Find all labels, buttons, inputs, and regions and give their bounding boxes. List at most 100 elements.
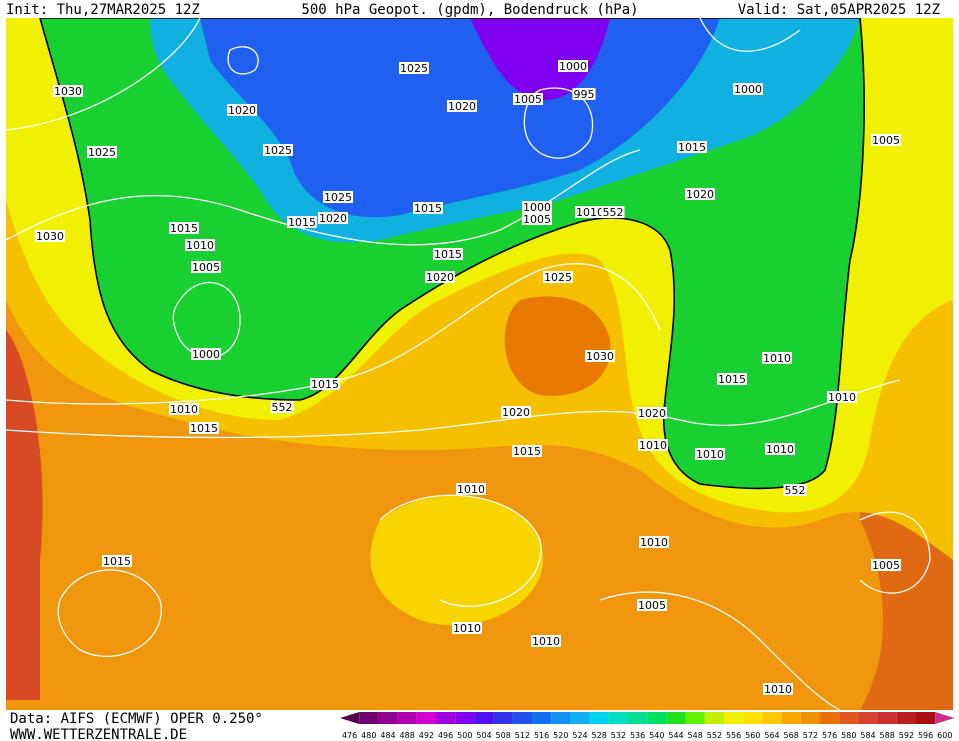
contour-label-bg xyxy=(318,212,348,224)
contour-label-bg xyxy=(447,100,477,112)
colorbar-label: 520 xyxy=(553,731,568,740)
colorbar-label: 572 xyxy=(803,731,818,740)
contour-label: 1020 xyxy=(319,212,347,225)
contour-label: 995 xyxy=(574,88,595,101)
contour-label: 1005 xyxy=(872,559,900,572)
colorbar-label: 552 xyxy=(707,731,722,740)
contour-label-bg xyxy=(558,60,588,72)
colorbar-label: 580 xyxy=(841,731,856,740)
contour-labels: 1030 1025 1020 1025 1025 1020 1000 1005 995 1000 1… xyxy=(35,60,901,696)
contour-label-bg xyxy=(572,88,596,100)
contour-label-bg xyxy=(399,62,429,74)
contour-label: 1000 xyxy=(734,83,762,96)
colorbar-swatch xyxy=(685,712,705,724)
contour-label-bg xyxy=(425,271,455,283)
contour-label-bg xyxy=(531,635,561,647)
contour-label: 1010 xyxy=(453,622,481,635)
contour-label: 1010 xyxy=(764,683,792,696)
field-warm xyxy=(504,296,611,396)
isobar xyxy=(699,17,801,52)
isobar xyxy=(57,569,162,657)
contour-label: 1020 xyxy=(638,407,666,420)
contour-label: 1025 xyxy=(400,62,428,75)
colorbar-label: 584 xyxy=(860,731,875,740)
colorbar-label: 532 xyxy=(611,731,626,740)
contour-label: 1000 xyxy=(523,201,551,214)
colorbar-swatch xyxy=(628,712,648,724)
contour-label-bg xyxy=(677,141,707,153)
contour-label-bg xyxy=(287,216,317,228)
field-yellow xyxy=(370,495,544,626)
isobar xyxy=(5,263,661,405)
contour-label: 1015 xyxy=(170,222,198,235)
map-field xyxy=(5,17,953,711)
colorbar-swatch xyxy=(820,712,840,724)
contour-label: 1030 xyxy=(586,350,614,363)
colorbar-label: 480 xyxy=(361,731,376,740)
contour-label-bg xyxy=(191,348,221,360)
colorbar-label: 536 xyxy=(630,731,645,740)
contour-label-bg xyxy=(185,239,215,251)
colorbar-swatch xyxy=(743,712,763,724)
contour-label: 1020 xyxy=(686,188,714,201)
contour-label-bg xyxy=(189,422,219,434)
contour-label-bg xyxy=(191,261,221,273)
colorbar-swatch xyxy=(608,712,628,724)
isobar xyxy=(379,494,542,607)
contour-label: 1015 xyxy=(678,141,706,154)
contour-label-bg xyxy=(543,271,573,283)
contour-label-bg xyxy=(522,213,552,225)
colorbar-label: 588 xyxy=(880,731,895,740)
valid-time: Valid: Sat,05APR2025 12Z xyxy=(738,2,940,18)
contour-label: 1015 xyxy=(288,216,316,229)
contour-label: 1015 xyxy=(718,373,746,386)
map-title: 500 hPa Geopot. (gpdm), Bodendruck (hPa) xyxy=(301,2,638,18)
contour-label-bg xyxy=(512,445,542,457)
contour-label: 1015 xyxy=(434,248,462,261)
site-name: WWW.WETTERZENTRALE.DE xyxy=(10,727,187,741)
colorbar-swatch xyxy=(877,712,897,724)
contour-label: 1020 xyxy=(448,100,476,113)
contour-label-bg xyxy=(270,401,294,413)
colorbar-label: 476 xyxy=(342,731,357,740)
colorbar-label: 564 xyxy=(764,731,779,740)
contour-label: 1010 xyxy=(457,483,485,496)
contour-label: 1020 xyxy=(426,271,454,284)
contour-label: 1005 xyxy=(192,261,220,274)
colorbar-label: 516 xyxy=(534,731,549,740)
line-552 xyxy=(39,17,865,490)
contour-label: 1010 xyxy=(639,439,667,452)
colorbar-label: 484 xyxy=(380,731,395,740)
contour-label-bg xyxy=(685,188,715,200)
contour-label-bg xyxy=(638,439,668,451)
contour-label-bg xyxy=(413,202,443,214)
isobar xyxy=(5,17,201,131)
colorbar-swatch xyxy=(493,712,513,724)
isobar xyxy=(227,46,259,75)
contour-label: 1020 xyxy=(228,104,256,117)
colorbar-label: 488 xyxy=(400,731,415,740)
contour-label-bg xyxy=(733,83,763,95)
contour-label-bg xyxy=(501,406,531,418)
contour-label: 1025 xyxy=(324,191,352,204)
contour-label: 1025 xyxy=(544,271,572,284)
contour-label: 1010 xyxy=(766,443,794,456)
contour-label-bg xyxy=(513,93,543,105)
isobar xyxy=(5,149,641,246)
contour-label-bg xyxy=(522,201,552,213)
contour-label-bg xyxy=(637,599,667,611)
colorbar-label: 560 xyxy=(745,731,760,740)
contour-label: 1015 xyxy=(190,422,218,435)
contour-label-bg xyxy=(53,85,83,97)
contour-label: 552 xyxy=(603,206,624,219)
contour-label-bg xyxy=(102,555,132,567)
contour-label: 1030 xyxy=(54,85,82,98)
colorbar-swatch xyxy=(896,712,916,724)
contour-label: 1010 xyxy=(640,536,668,549)
contour-label: 552 xyxy=(785,484,806,497)
contour-label: 1010 xyxy=(763,352,791,365)
contour-label: 552 xyxy=(272,401,293,414)
colorbar-label: 496 xyxy=(438,731,453,740)
field-purple xyxy=(470,18,610,100)
